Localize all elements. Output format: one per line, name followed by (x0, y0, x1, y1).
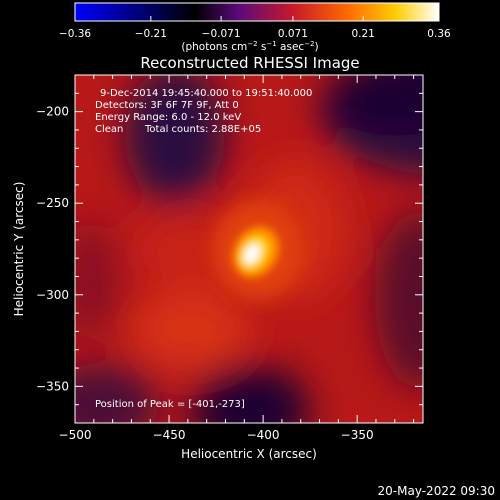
colorbar-tick-label: 0.21 (351, 28, 374, 40)
y-tick-label: −200 (36, 105, 69, 119)
annotation-energy: Energy Range: 6.0 - 12.0 keV (95, 112, 241, 123)
colorbar-tick-label: −0.071 (202, 28, 241, 40)
chart-title: Reconstructed RHESSI Image (140, 54, 359, 72)
colorbar-ticks (74, 16, 440, 21)
colorbar-tick-label: −0.36 (59, 28, 91, 40)
y-axis-label: Heliocentric Y (arcsec) (12, 182, 26, 317)
colorbar-tick-label: −0.21 (135, 28, 167, 40)
y-tick-label: −350 (36, 379, 69, 393)
annotation-total-counts: Total counts: 2.88E+05 (144, 124, 261, 135)
y-axis-tick-labels: −350 −300 −250 −200 (36, 105, 69, 394)
y-tick-label: −300 (36, 288, 69, 302)
x-axis-tick-labels: −500 −450 −400 −350 (59, 428, 374, 442)
colorbar-tick-label: 0.071 (278, 28, 308, 40)
colorbar-tick-labels: −0.36 −0.21 −0.071 0.071 0.21 0.36 (59, 28, 451, 40)
colorbar-tick-label: 0.36 (427, 28, 451, 40)
timestamp: 20-May-2022 09:30 (378, 484, 495, 498)
x-axis-label: Heliocentric X (arcsec) (181, 447, 317, 461)
y-tick-label: −250 (36, 196, 69, 210)
heatmap-image (75, 75, 423, 423)
annotation-peak-position: Position of Peak = [-401,-273] (95, 399, 245, 410)
x-tick-label: −500 (59, 428, 92, 442)
annotation-clean: Clean (95, 124, 123, 135)
colorbar (74, 2, 440, 22)
x-tick-label: −400 (247, 428, 280, 442)
plot-frame (74, 74, 424, 424)
x-axis-ticks (74, 75, 415, 423)
annotation-time-range: 9-Dec-2014 19:45:40.000 to 19:51:40.000 (100, 88, 312, 99)
y-axis-ticks (75, 74, 423, 424)
x-tick-label: −350 (341, 428, 374, 442)
annotation-detectors: Detectors: 3F 6F 7F 9F, Att 0 (95, 100, 239, 111)
x-tick-label: −450 (153, 428, 186, 442)
colorbar-unit-label: (photons cm−2 s−1 asec−2) (181, 40, 318, 53)
